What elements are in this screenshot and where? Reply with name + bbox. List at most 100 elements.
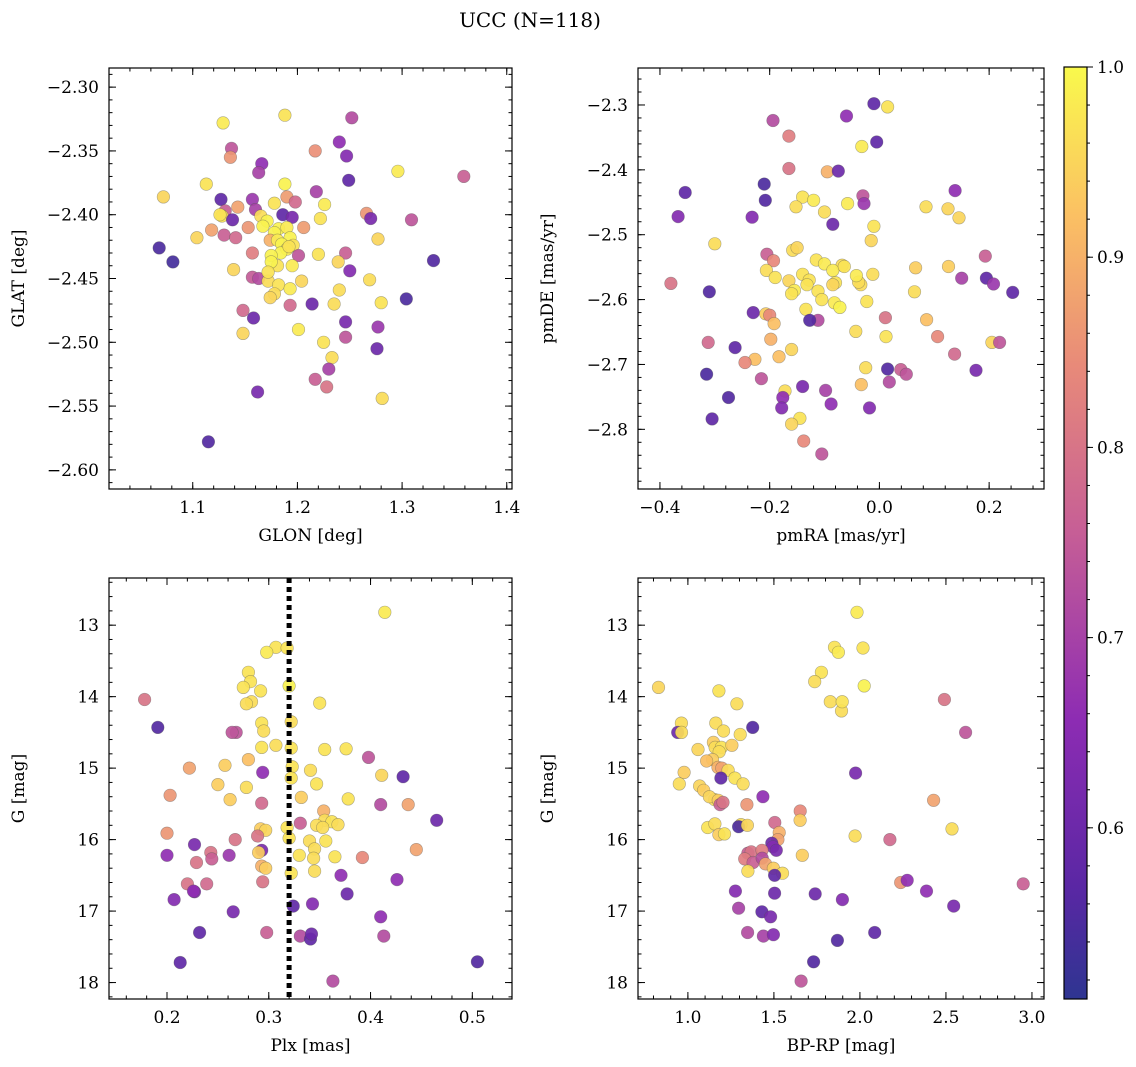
data-point (241, 220, 255, 235)
data-point (251, 829, 265, 843)
scatter-panel-1: 1.1 1.2 1.3 1.4 −2.60 −2.55 −2.50 −2.45 −2.40 −2.… (9, 67, 520, 546)
data-point (824, 397, 838, 411)
scatter-panel-4: 1.0 1.5 2.0 2.5 3.0 13 14 15 16 17 18 BP-RP [mag] G … (538, 577, 1045, 1056)
data-point (721, 390, 736, 405)
plot-frame (108, 577, 513, 1000)
data-point (808, 674, 822, 689)
scatter-panel-2: −0.4 −0.2 0.0 0.2 −2.8 −2.7 −2.6 −2.5 −2.4 −2.3 pm… (538, 67, 1045, 546)
data-point (839, 109, 854, 123)
data-point (173, 955, 187, 970)
scatter-panel-3: 0.2 0.3 0.4 0.5 13 14 15 16 17 18 Plx [mas] G [mag] (9, 577, 513, 1056)
data-point (941, 202, 955, 216)
data-point (255, 796, 269, 810)
data-point (826, 278, 840, 292)
data-point (225, 213, 240, 227)
data-point (283, 282, 297, 296)
data-point (255, 740, 269, 755)
data-point (941, 259, 956, 274)
data-point (728, 341, 742, 355)
data-point (860, 294, 874, 309)
data-point (712, 684, 726, 698)
data-point (702, 285, 716, 299)
y-axis-label: GLAT [deg] (9, 229, 29, 327)
data-point (947, 899, 961, 913)
data-point (166, 255, 180, 269)
x-tick-label: 0.2 (153, 1008, 180, 1028)
y-tick-label: 16 (606, 831, 628, 851)
data-point (260, 645, 274, 659)
data-point (756, 790, 770, 804)
data-point (691, 742, 705, 757)
data-point (213, 208, 227, 222)
data-point (217, 228, 231, 242)
data-point (186, 884, 201, 898)
data-point (426, 254, 441, 268)
data-point (823, 695, 837, 709)
y-tick-label: 13 (77, 616, 99, 636)
points (664, 97, 1020, 461)
data-point (955, 271, 969, 285)
data-point (882, 375, 896, 389)
data-point (794, 974, 808, 988)
data-point (223, 792, 237, 807)
data-point (374, 797, 388, 812)
data-point (189, 855, 204, 870)
data-point (856, 641, 870, 655)
data-point (226, 905, 240, 919)
data-point (1016, 877, 1030, 891)
data-point (789, 200, 803, 214)
data-point (374, 910, 388, 924)
data-point (969, 363, 983, 377)
data-point (223, 150, 237, 164)
data-point (399, 292, 413, 306)
data-point (797, 434, 811, 448)
data-point (708, 237, 722, 251)
data-point (677, 765, 691, 780)
data-point (978, 249, 992, 263)
data-point (745, 210, 759, 224)
y-tick-label: 15 (606, 759, 628, 779)
x-tick-label: 1.4 (493, 498, 520, 518)
data-point (251, 385, 265, 399)
data-point (256, 765, 270, 780)
data-point (870, 135, 884, 149)
y-tick-label: −2.40 (47, 206, 99, 226)
data-point (740, 818, 755, 832)
data-point (879, 330, 893, 344)
data-point (218, 758, 232, 772)
data-point (304, 927, 319, 941)
data-point (736, 777, 750, 791)
data-point (332, 135, 346, 149)
data-point (730, 697, 744, 711)
data-point (355, 850, 370, 865)
data-point (864, 234, 878, 248)
data-point (267, 196, 282, 210)
colorbar-tick-label: 0.9 (1097, 248, 1124, 268)
data-point (334, 868, 348, 882)
data-point (339, 315, 353, 329)
x-tick-label: 0.3 (255, 1008, 282, 1028)
data-point (746, 306, 760, 320)
data-point (222, 848, 236, 862)
x-tick-label: −0.2 (749, 498, 790, 518)
data-point (831, 645, 846, 659)
data-point (318, 742, 332, 757)
data-point (769, 843, 783, 857)
y-tick-label: −2.7 (587, 355, 628, 375)
data-point (866, 267, 880, 281)
data-point (214, 192, 228, 206)
data-point (430, 813, 444, 827)
data-point (948, 184, 962, 198)
data-point (378, 605, 392, 619)
data-point (740, 925, 755, 940)
data-point (818, 383, 833, 398)
data-point (678, 185, 692, 200)
data-point (837, 259, 851, 274)
x-tick-label: 0.2 (976, 498, 1003, 518)
data-point (160, 826, 174, 840)
data-point (241, 752, 255, 767)
data-point (714, 771, 728, 785)
y-tick-label: −2.3 (587, 96, 628, 116)
data-point (767, 317, 781, 331)
x-tick-label: 2.5 (932, 1008, 959, 1028)
